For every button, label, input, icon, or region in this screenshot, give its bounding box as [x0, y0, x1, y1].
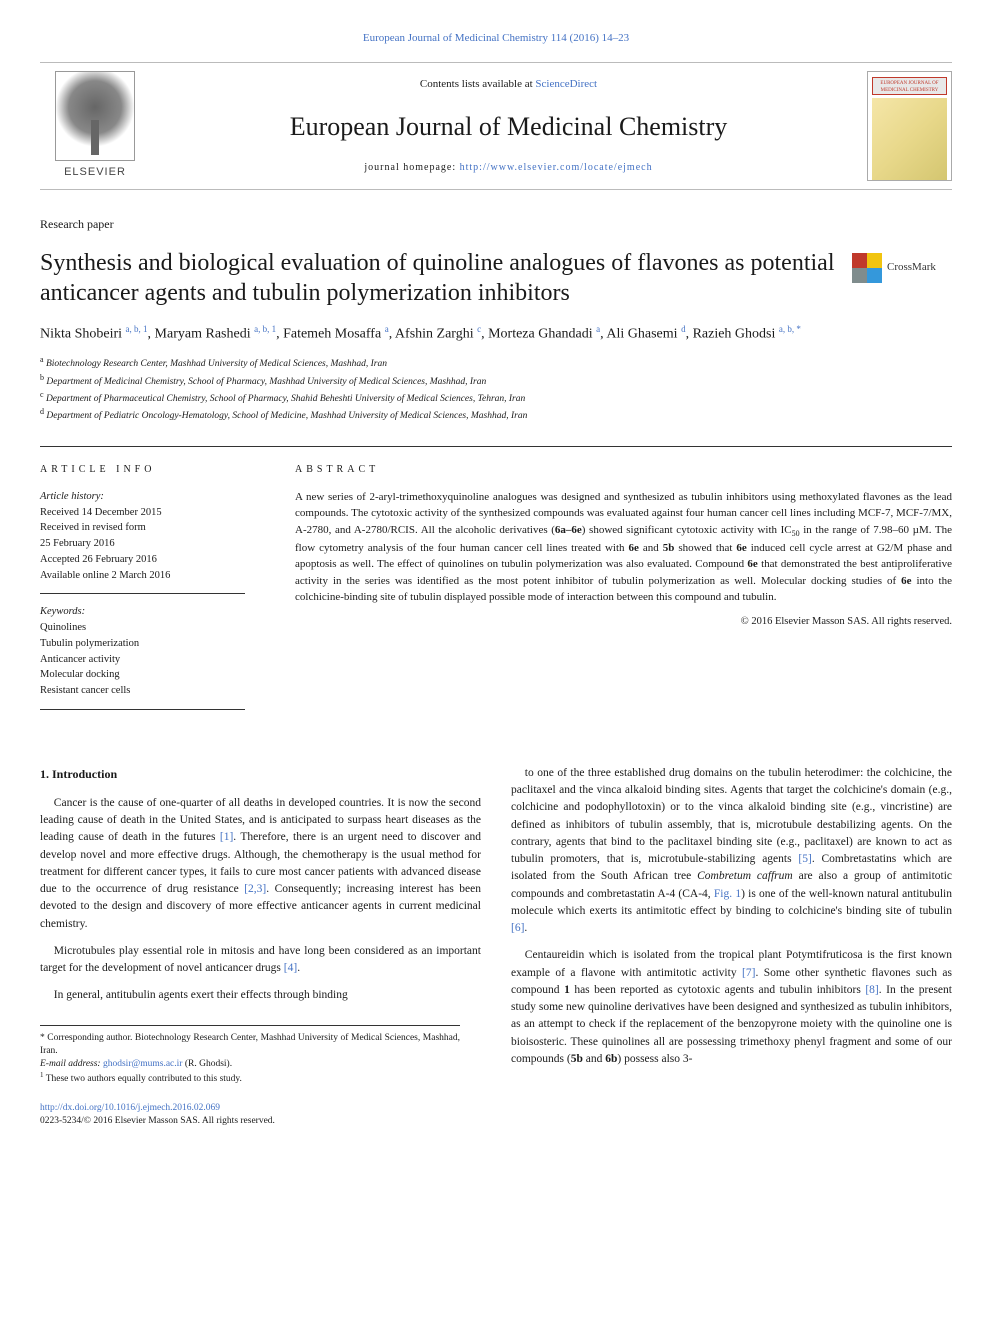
history-line: Accepted 26 February 2016: [40, 552, 245, 568]
article-title: Synthesis and biological evaluation of q…: [40, 248, 842, 308]
homepage-line: journal homepage: http://www.elsevier.co…: [150, 160, 867, 175]
keyword-item: Quinolines: [40, 620, 245, 636]
keyword-item: Anticancer activity: [40, 652, 245, 668]
history-line: 25 February 2016: [40, 536, 245, 552]
cover-image: [872, 98, 947, 180]
elsevier-tree-icon: [55, 71, 135, 161]
keyword-item: Tubulin polymerization: [40, 636, 245, 652]
body-right-column: to one of the three established drug dom…: [511, 765, 952, 1129]
article-info-column: ARTICLE INFO Article history: Received 1…: [40, 462, 270, 720]
info-abstract-row: ARTICLE INFO Article history: Received 1…: [40, 446, 952, 720]
authors-list: Nikta Shobeiri a, b, 1, Maryam Rashedi a…: [40, 323, 952, 345]
affiliation-line: b Department of Medicinal Chemistry, Sch…: [40, 372, 952, 389]
title-row: Synthesis and biological evaluation of q…: [40, 248, 952, 323]
equal-contribution-text: These two authors equally contributed to…: [46, 1075, 242, 1085]
history-label: Article history:: [40, 489, 245, 505]
body-left-column: 1. Introduction Cancer is the cause of o…: [40, 765, 481, 1129]
crossmark-label: CrossMark: [887, 259, 936, 276]
affiliation-line: c Department of Pharmaceutical Chemistry…: [40, 389, 952, 406]
body-paragraph: Centaureidin which is isolated from the …: [511, 947, 952, 1068]
article-history-block: Article history: Received 14 December 20…: [40, 489, 245, 595]
crossmark-icon: [852, 253, 882, 283]
history-line: Received 14 December 2015: [40, 505, 245, 521]
keywords-block: Keywords: QuinolinesTubulin polymerizati…: [40, 604, 245, 710]
homepage-prefix: journal homepage:: [364, 162, 459, 173]
article-info-heading: ARTICLE INFO: [40, 462, 245, 477]
body-paragraph: Microtubules play essential role in mito…: [40, 943, 481, 978]
email-name: (R. Ghodsi).: [182, 1059, 232, 1069]
contents-prefix: Contents lists available at: [420, 78, 535, 90]
equal-contribution-note: 1 These two authors equally contributed …: [40, 1071, 460, 1086]
body-paragraph: Cancer is the cause of one-quarter of al…: [40, 795, 481, 933]
cover-title: EUROPEAN JOURNAL OF MEDICINAL CHEMISTRY: [872, 77, 947, 95]
journal-issue-link[interactable]: European Journal of Medicinal Chemistry …: [40, 30, 952, 47]
footnote-marker: 1: [40, 1071, 44, 1079]
crossmark-badge[interactable]: CrossMark: [852, 248, 952, 288]
body-paragraph: In general, antitubulin agents exert the…: [40, 987, 481, 1004]
issn-copyright-line: 0223-5234/© 2016 Elsevier Masson SAS. Al…: [40, 1115, 481, 1128]
contents-line: Contents lists available at ScienceDirec…: [150, 76, 867, 93]
journal-name: European Journal of Medicinal Chemistry: [150, 107, 867, 146]
paper-type-label: Research paper: [40, 215, 952, 233]
affiliation-line: a Biotechnology Research Center, Mashhad…: [40, 354, 952, 371]
history-line: Available online 2 March 2016: [40, 568, 245, 584]
sciencedirect-link[interactable]: ScienceDirect: [535, 78, 597, 90]
abstract-text: A new series of 2-aryl-trimethoxyquinoli…: [295, 489, 952, 606]
doi-copyright-block: http://dx.doi.org/10.1016/j.ejmech.2016.…: [40, 1102, 481, 1129]
abstract-column: ABSTRACT A new series of 2-aryl-trimetho…: [270, 462, 952, 720]
footnotes-block: * Corresponding author. Biotechnology Re…: [40, 1025, 460, 1087]
history-line: Received in revised form: [40, 520, 245, 536]
abstract-copyright: © 2016 Elsevier Masson SAS. All rights r…: [295, 614, 952, 630]
introduction-heading: 1. Introduction: [40, 765, 481, 783]
keyword-item: Molecular docking: [40, 667, 245, 683]
elsevier-logo-block: ELSEVIER: [40, 71, 150, 181]
journal-header-banner: ELSEVIER Contents lists available at Sci…: [40, 62, 952, 190]
affiliations-list: a Biotechnology Research Center, Mashhad…: [40, 354, 952, 424]
publisher-label: ELSEVIER: [64, 164, 126, 181]
email-line: E-mail address: ghodsir@mums.ac.ir (R. G…: [40, 1058, 460, 1071]
author-email-link[interactable]: ghodsir@mums.ac.ir: [103, 1059, 182, 1069]
keywords-label: Keywords:: [40, 604, 245, 620]
abstract-heading: ABSTRACT: [295, 462, 952, 477]
homepage-link[interactable]: http://www.elsevier.com/locate/ejmech: [460, 162, 653, 173]
keyword-item: Resistant cancer cells: [40, 683, 245, 699]
body-columns: 1. Introduction Cancer is the cause of o…: [40, 765, 952, 1129]
body-paragraph: to one of the three established drug dom…: [511, 765, 952, 938]
affiliation-line: d Department of Pediatric Oncology-Hemat…: [40, 406, 952, 423]
header-center: Contents lists available at ScienceDirec…: [150, 76, 867, 175]
journal-cover-thumbnail: EUROPEAN JOURNAL OF MEDICINAL CHEMISTRY: [867, 71, 952, 181]
corresponding-author-note: * Corresponding author. Biotechnology Re…: [40, 1032, 460, 1059]
doi-link[interactable]: http://dx.doi.org/10.1016/j.ejmech.2016.…: [40, 1102, 481, 1115]
email-label: E-mail address:: [40, 1059, 103, 1069]
